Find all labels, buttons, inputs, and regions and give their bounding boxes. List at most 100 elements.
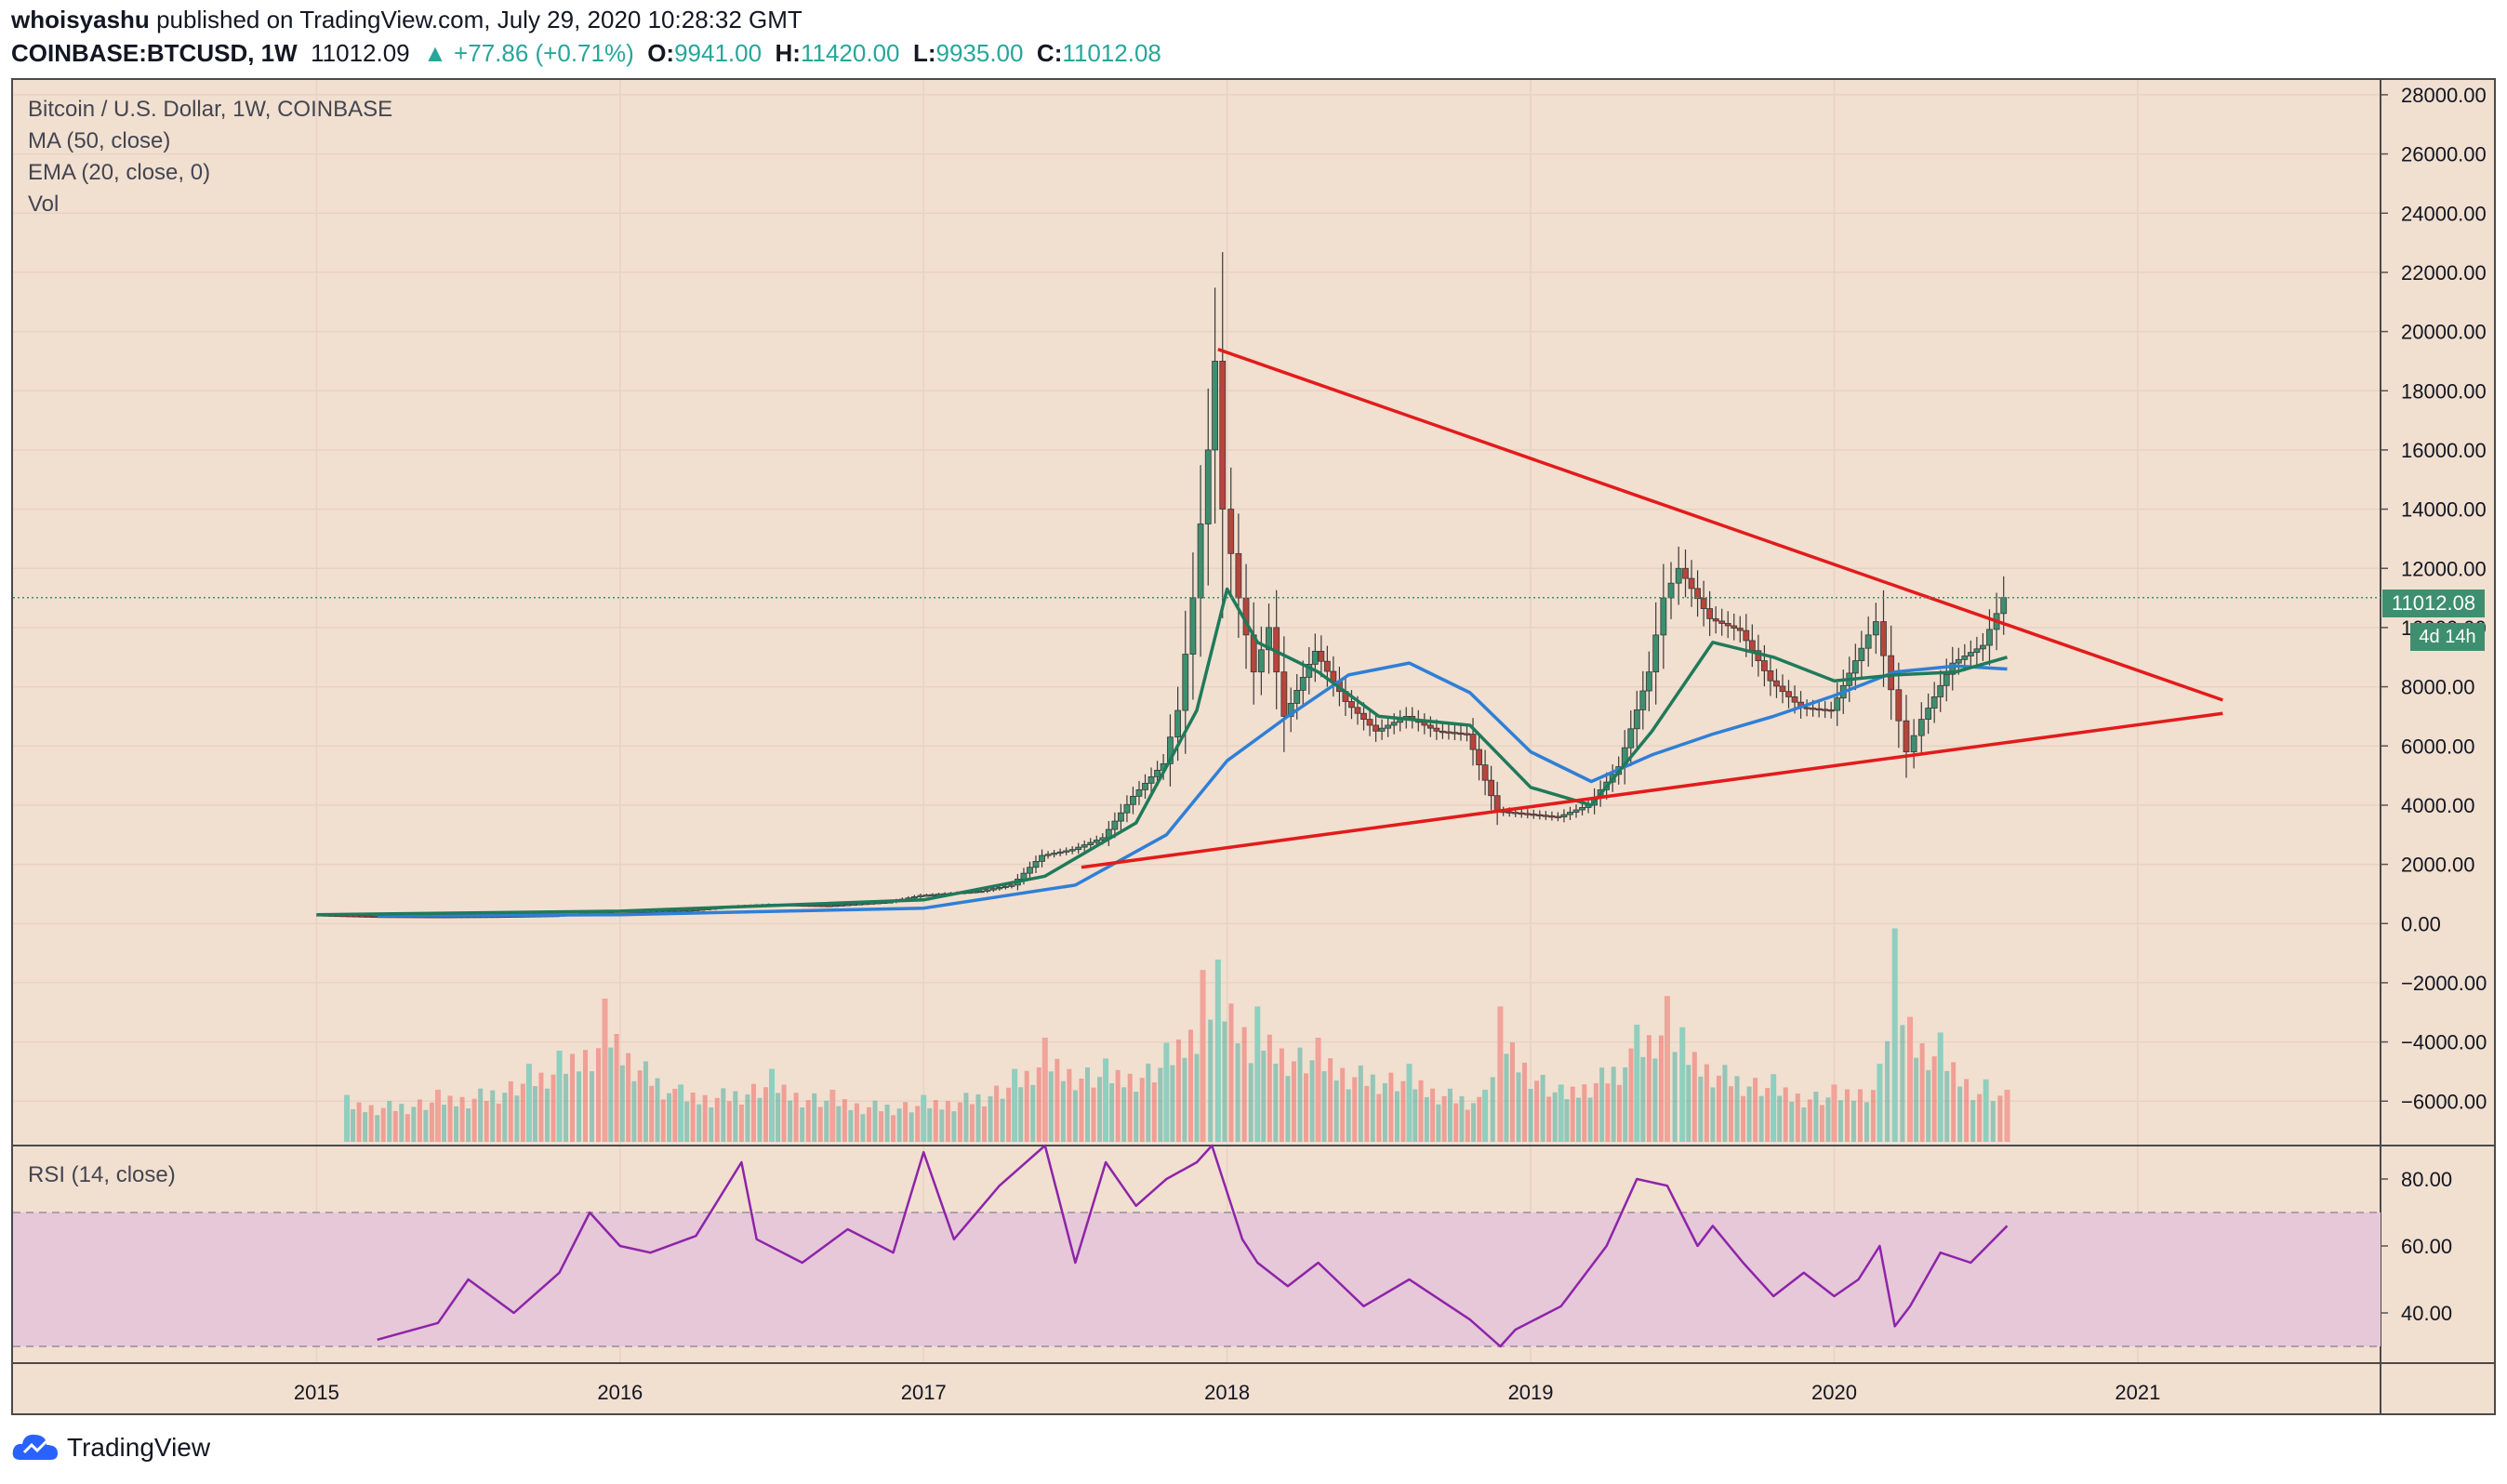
volume-bar-fill-24-6 [1807,1099,1812,1142]
candle-body-38-1 [1627,728,1635,749]
rsi-legend[interactable]: RSI (14, close) [28,1162,176,1187]
candle-body-41-4 [1706,608,1714,619]
volume-bar-13 [1200,970,1206,1142]
candle-body-9-2 [844,904,852,907]
candle-body-11-0 [923,894,930,897]
rsi-tick-label-0: 80.00 [2401,1168,2452,1191]
volume-bar-fill-0-2 [356,1102,362,1142]
volume-bar-fill-14-1 [1222,1021,1227,1142]
volume-bar-fill-10-8 [1091,1087,1096,1142]
candle-body-52-4 [1980,644,1986,650]
volume-bar-31 [2004,1090,2010,1142]
ma-50-line [377,661,2008,918]
volume-bar-28 [1907,1016,1914,1142]
volume-bar-fill-4-3 [619,1065,625,1142]
close-value: 11012.08 [1062,39,1161,67]
ema-legend[interactable]: EMA (20, close, 0) [28,160,211,185]
candle-body-42-0 [1712,617,1719,622]
volume-bar-fill-20-11 [1623,1067,1628,1142]
volume-bar-fill-20-5 [1587,1097,1593,1142]
volume-bar-fill-17-9 [1459,1095,1465,1142]
candle-body-51-4 [1949,662,1957,675]
volume-bar-fill-8-5 [951,1111,957,1142]
volume-bar-fill-7-5 [860,1114,866,1142]
candle-body-15-3 [1093,840,1100,843]
volume-bar-fill-8-2 [933,1100,938,1142]
candle-body-29-1 [1354,707,1361,714]
volume-bar-fill-16-4 [1340,1067,1346,1142]
volume-bar-fill-9-1 [1018,1087,1024,1142]
volume-bar-fill-16-9 [1370,1074,1375,1142]
volume-bar-fill-1-1 [442,1105,447,1142]
volume-bar-fill-24-3 [1789,1101,1795,1142]
candle-body-46-3 [1851,660,1859,674]
y-tick-label-7: 14000.00 [2401,498,2487,522]
volume-bar-fill-3-2 [570,1053,576,1142]
candle-body-41-3 [1700,598,1707,609]
volume-bar-fill-16-10 [1376,1093,1382,1142]
rsi-tick-label-1: 60.00 [2401,1235,2452,1258]
volume-bar-fill-9-3 [1030,1084,1036,1142]
volume-bar-fill-4-1 [608,1047,614,1142]
volume-bar-fill-7-8 [879,1111,884,1142]
volume-bar-2 [525,1064,532,1142]
volume-bar-fill-0-8 [392,1110,398,1142]
volume-bar-fill-16-12 [1388,1072,1394,1142]
volume-bar-fill-28-4 [1931,1056,1937,1142]
candle-body-45-2 [1815,708,1823,711]
volume-bar-fill-19-6 [1534,1080,1540,1142]
candle-body-21-0 [1212,361,1218,451]
volume-bar-fill-11-1 [1109,1083,1115,1142]
plot-background [13,80,2381,1363]
volume-bar-fill-4-7 [643,1061,648,1142]
volume-bar-fill-5-9 [733,1091,738,1142]
volume-bar-fill-29-4 [1964,1079,1970,1142]
volume-bar-fill-5-12 [750,1083,756,1142]
candle-body-12-0 [984,889,991,892]
volume-bar-26 [1877,1064,1883,1142]
y-tick-label-1: 26000.00 [2401,143,2487,166]
volume-bar-fill-10-2 [1055,1058,1060,1142]
volume-bar-fill-8-10 [982,1106,988,1142]
volume-bar-fill-12-2 [1175,1039,1181,1142]
volume-bar-fill-6-5 [800,1107,805,1142]
candle-body-51-2 [1937,684,1944,697]
volume-bar-fill-1-6 [471,1098,477,1142]
volume-bar-fill-5-8 [726,1101,732,1142]
candle-body-10-4 [917,894,924,897]
candle-body-30-1 [1385,724,1392,729]
candle-body-25-0 [1257,649,1265,673]
volume-bar-fill-23-2 [1691,1052,1697,1142]
volume-bar-fill-28-1 [1914,1057,1919,1142]
candle-body-45-1 [1810,708,1817,710]
volume-bar-fill-2-4 [550,1074,556,1142]
author-name[interactable]: whoisyashu [11,6,150,33]
volume-bar-fill-10-7 [1084,1067,1090,1142]
volume-bar-fill-1-14 [520,1083,525,1142]
candle-body-22-0 [1219,361,1227,510]
candle-body-12-1 [989,888,997,891]
volume-bar-fill-16-11 [1382,1082,1387,1142]
candle-body-30-0 [1378,727,1386,732]
candle-body-34-3 [1518,812,1525,815]
ma-legend[interactable]: MA (50, close) [28,128,171,153]
volume-bar-fill-11-3 [1121,1087,1127,1142]
tradingview-logo[interactable]: TradingView [11,1432,210,1464]
candle-body-18-1 [1174,709,1181,738]
volume-bar-fill-20-4 [1582,1084,1587,1142]
volume-bar-6 [769,1068,776,1142]
candle-body-47-1 [1872,621,1879,636]
volume-bar-24 [1771,1074,1777,1142]
x-tick-2019: 2019 [1508,1381,1554,1404]
candle-body-29-3 [1366,719,1373,726]
volume-bar-fill-5-7 [721,1088,726,1142]
volume-bar-fill-6-3 [788,1100,793,1142]
vol-legend[interactable]: Vol [28,192,60,217]
volume-bar-fill-20-6 [1593,1082,1598,1142]
volume-bar-fill-5-1 [684,1101,690,1142]
volume-bar-fill-16-7 [1358,1065,1363,1142]
volume-bar-fill-14-3 [1235,1043,1240,1142]
volume-bar-fill-29-2 [1951,1062,1957,1142]
volume-bar-fill-23-9 [1734,1076,1740,1142]
